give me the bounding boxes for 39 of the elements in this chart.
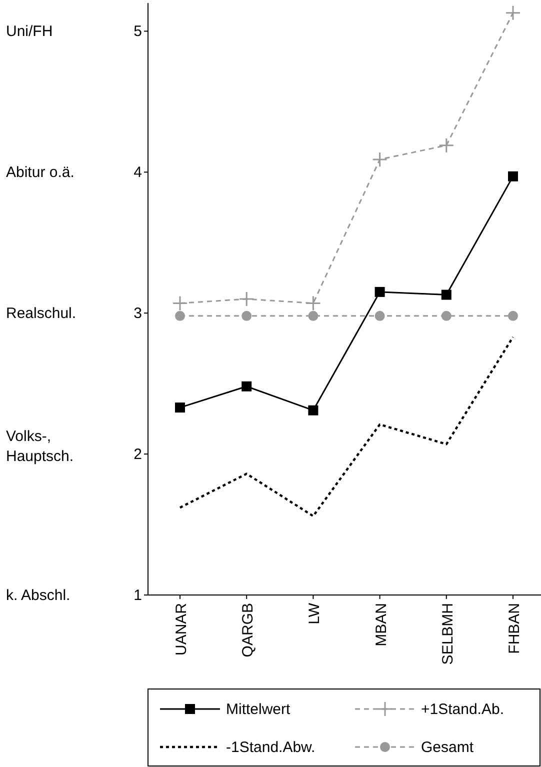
- point: [242, 310, 252, 321]
- x-tick-label: MBAN: [372, 603, 390, 646]
- point: [441, 290, 452, 300]
- point: [505, 5, 521, 21]
- point: [508, 310, 518, 321]
- point: [305, 295, 321, 311]
- y-tick-label: 4: [134, 164, 142, 182]
- text: Volks-, Hauptsch.: [6, 428, 74, 466]
- x-tick-label: SELBMH: [439, 603, 456, 665]
- point: [175, 310, 185, 321]
- point: [238, 291, 254, 307]
- text: Abitur o.ä.: [6, 164, 74, 182]
- x-tick-label: UANAR: [173, 602, 190, 656]
- point: [308, 405, 318, 416]
- text: Realschul.: [6, 305, 76, 322]
- text: k. Abschl.: [6, 587, 70, 604]
- y-tick-label: 2: [134, 446, 142, 464]
- point: [172, 295, 188, 311]
- point: [374, 310, 385, 321]
- point: [508, 171, 518, 182]
- point: [242, 381, 252, 392]
- point: [372, 152, 388, 168]
- x-tick-label: FHBAN: [506, 603, 523, 654]
- point: [441, 310, 452, 321]
- legend-label: Mittelwert: [226, 701, 292, 718]
- y-tick-label: 5: [134, 23, 142, 40]
- point: [308, 310, 318, 321]
- x-tick-label: QARGB: [240, 603, 257, 658]
- text: Uni/FH: [6, 23, 53, 40]
- x-tick-label: LW: [306, 602, 324, 624]
- legend-label: Gesamt: [421, 739, 474, 756]
- legend-label: -1Stand.Abw.: [226, 739, 316, 756]
- point: [374, 286, 385, 297]
- line-series: [178, 336, 514, 518]
- y-tick-label: 3: [134, 305, 142, 322]
- legend-label: +1Stand.Ab.: [421, 701, 504, 718]
- y-tick-label: 1: [134, 587, 142, 604]
- point: [438, 138, 454, 154]
- point: [175, 402, 185, 413]
